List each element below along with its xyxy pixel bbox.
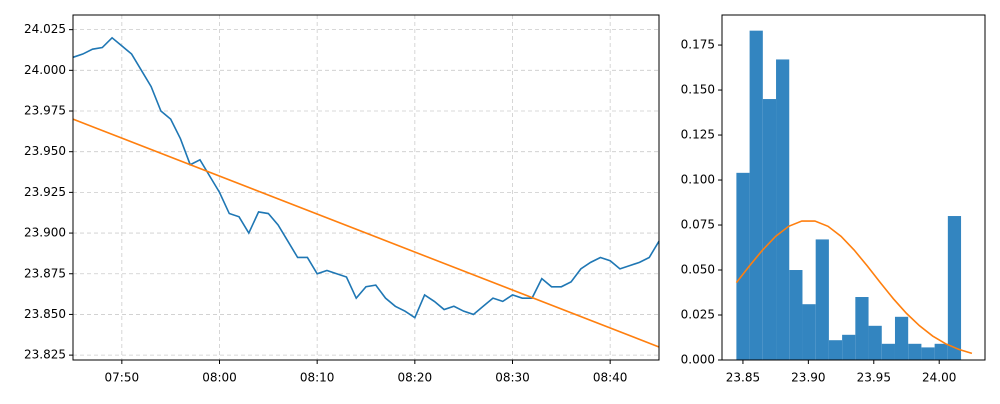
bar [881,343,895,360]
y-tick-label: 0.000 [681,353,715,367]
bar [789,270,803,360]
bar [736,172,750,360]
bar [828,340,843,360]
y-tick-label: 0.125 [681,128,715,142]
bar [934,343,948,360]
y-tick-label: 23.875 [24,266,66,280]
line-series [72,118,660,348]
y-tick-label: 0.075 [681,218,715,232]
x-tick-label: 08:00 [202,371,237,385]
x-tick-label: 08:30 [495,371,530,385]
y-tick-label: 23.850 [24,307,66,321]
y-tick-label: 0.175 [681,38,715,52]
y-tick-label: 0.050 [681,263,715,277]
x-tick-label: 07:50 [105,371,140,385]
bar [762,99,777,360]
x-tick-label: 23.85 [726,371,760,385]
x-tick-label: 24.00 [922,371,956,385]
bar [921,347,935,360]
bar [749,30,763,360]
bar [842,334,856,360]
y-tick-label: 23.975 [24,104,66,118]
y-tick-label: 0.100 [681,173,715,187]
y-tick-label: 23.900 [24,226,66,240]
bar [776,59,790,360]
x-tick-label: 08:40 [593,371,628,385]
plot-frame [72,14,660,361]
y-tick-label: 0.150 [681,83,715,97]
y-tick-label: 23.925 [24,185,66,199]
line-series [72,36,660,319]
x-tick-label: 08:20 [398,371,433,385]
y-tick-label: 23.825 [24,348,66,362]
x-tick-label: 08:10 [300,371,335,385]
bar [855,297,869,360]
x-tick-label: 23.95 [857,371,891,385]
y-tick-label: 23.950 [24,144,66,158]
y-tick-label: 24.025 [24,22,66,36]
bar [894,316,909,360]
bar [815,239,829,360]
bar [947,216,962,360]
x-tick-label: 23.90 [791,371,825,385]
bar [908,343,922,360]
y-tick-label: 24.000 [24,63,66,77]
plot-frame [721,14,986,361]
y-tick-label: 0.025 [681,308,715,322]
bar [868,325,882,360]
fit-curve [735,220,973,355]
bar [802,304,816,360]
